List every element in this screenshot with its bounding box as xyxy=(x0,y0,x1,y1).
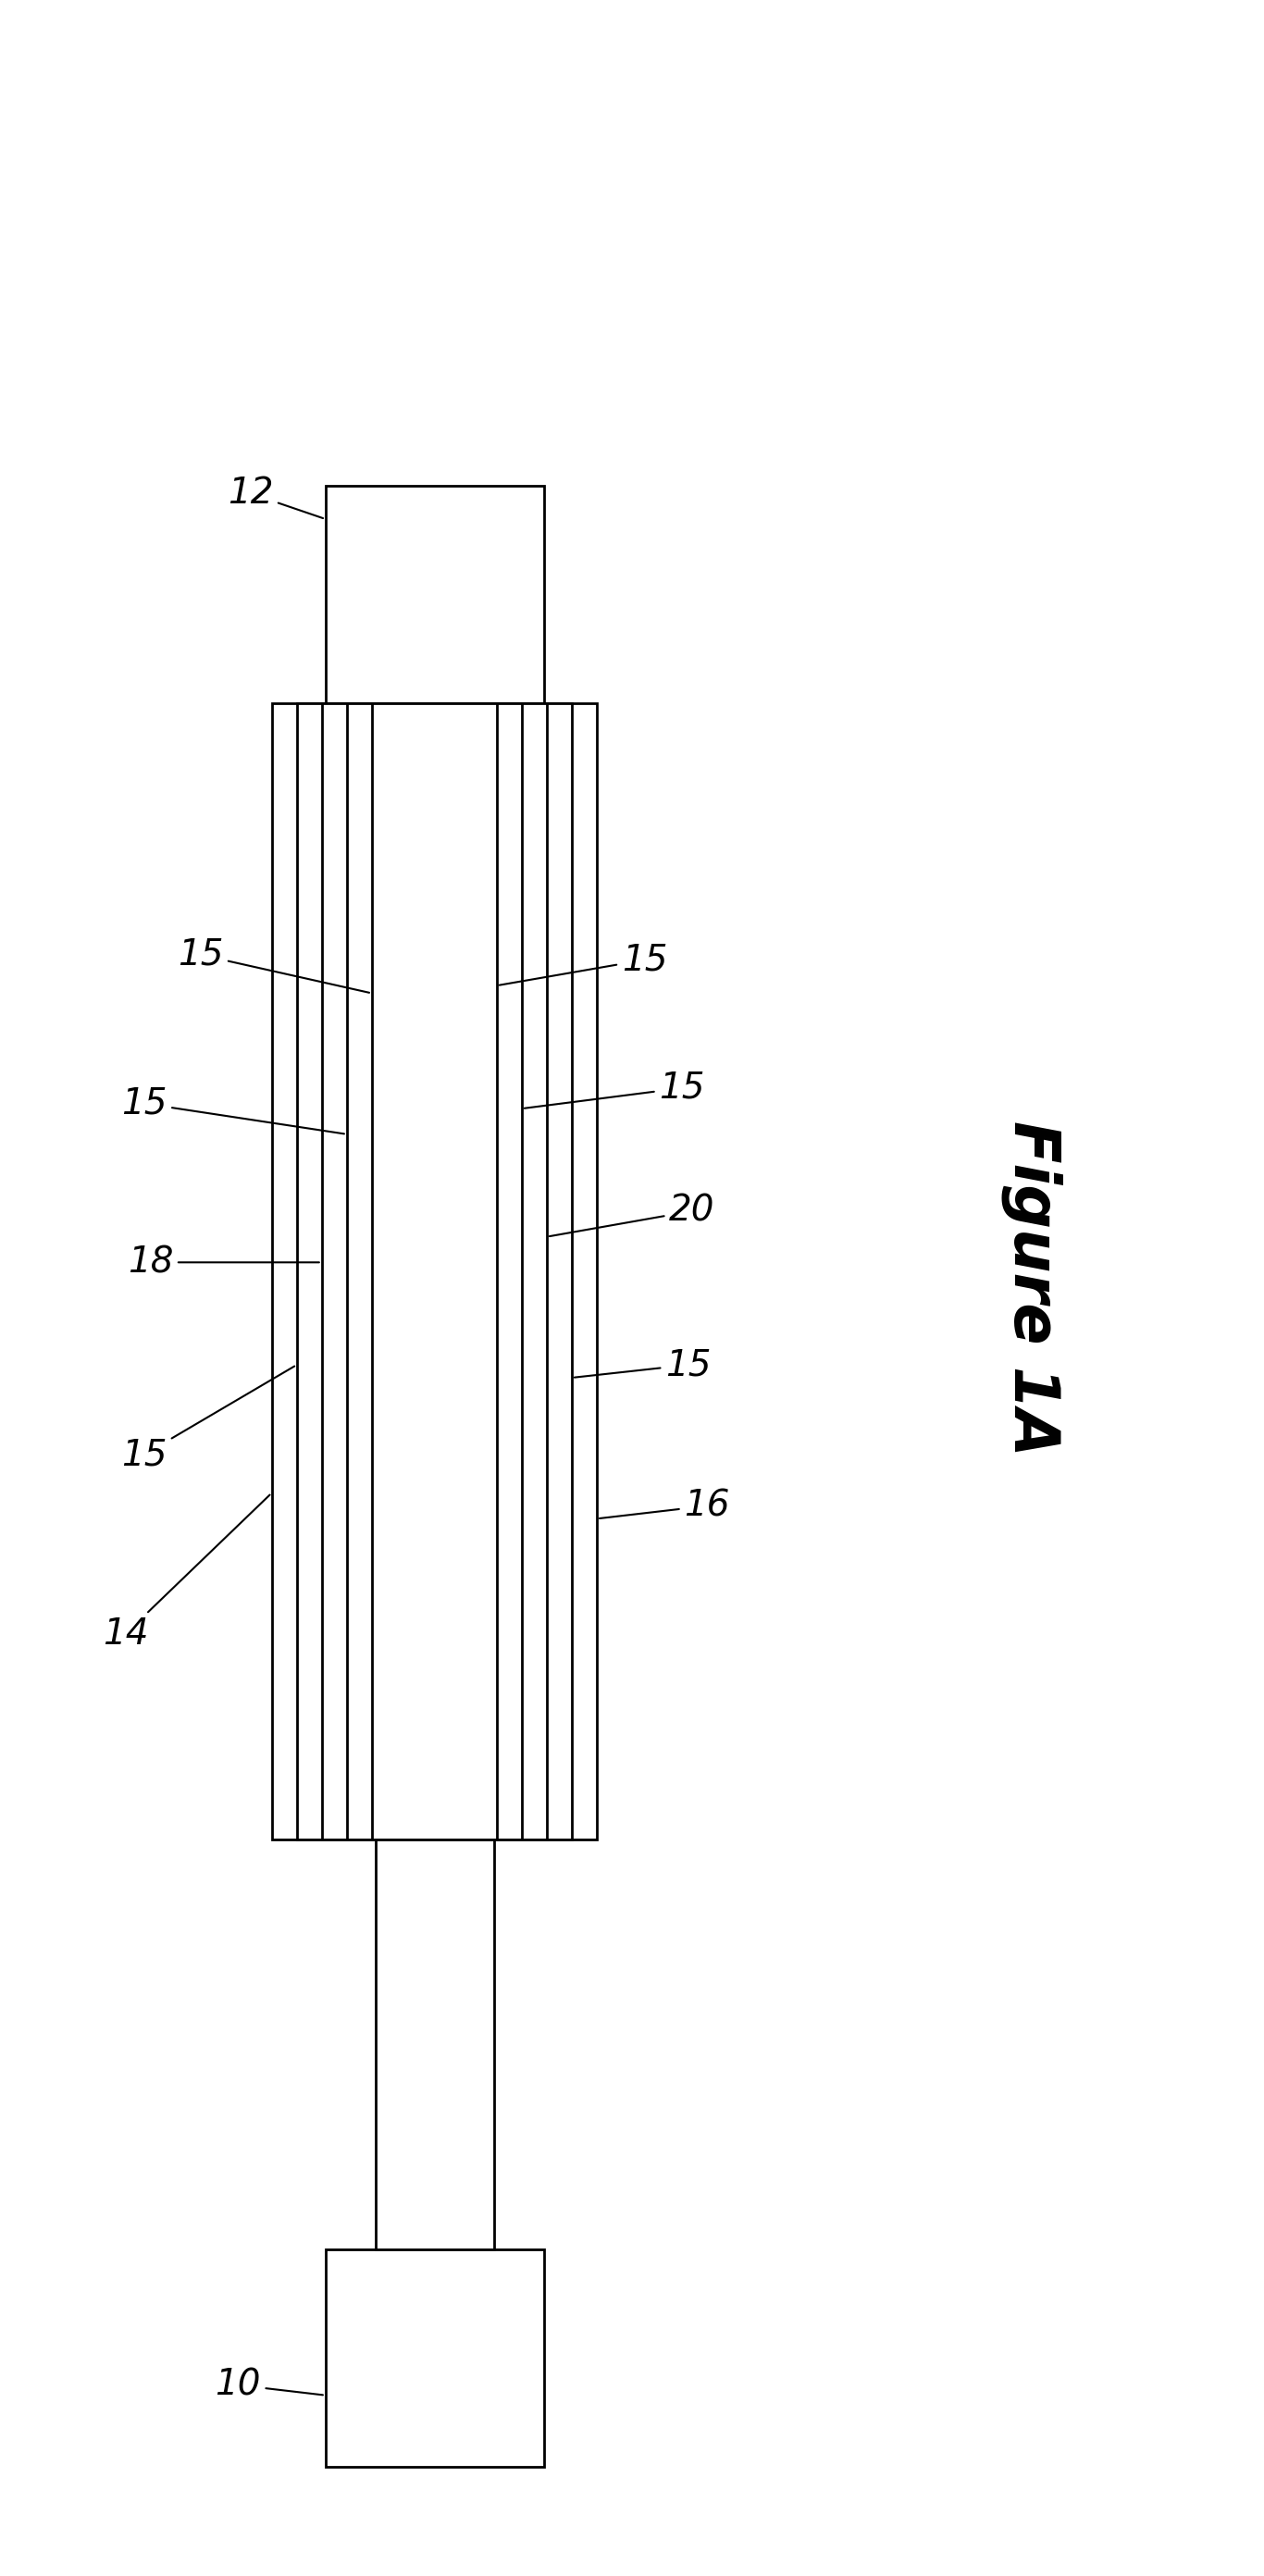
Bar xyxy=(322,703,547,1839)
Bar xyxy=(325,487,545,703)
Bar xyxy=(375,1839,494,2249)
Text: 15: 15 xyxy=(121,1087,344,1133)
Text: 14: 14 xyxy=(102,1494,269,1651)
Text: 15: 15 xyxy=(499,943,667,984)
Text: 12: 12 xyxy=(228,477,324,518)
Bar xyxy=(325,2249,545,2468)
Text: 20: 20 xyxy=(550,1193,715,1236)
Text: 15: 15 xyxy=(575,1347,712,1383)
Text: 18: 18 xyxy=(128,1244,319,1280)
Text: 15: 15 xyxy=(177,938,369,992)
Bar xyxy=(372,703,497,1839)
Text: 16: 16 xyxy=(599,1489,731,1522)
Bar xyxy=(346,703,522,1839)
Text: 15: 15 xyxy=(121,1365,295,1473)
Text: 15: 15 xyxy=(525,1072,705,1108)
Bar xyxy=(272,703,597,1839)
Bar xyxy=(297,703,571,1839)
Text: Figure 1A: Figure 1A xyxy=(1001,1121,1063,1455)
Text: 10: 10 xyxy=(215,2367,322,2403)
